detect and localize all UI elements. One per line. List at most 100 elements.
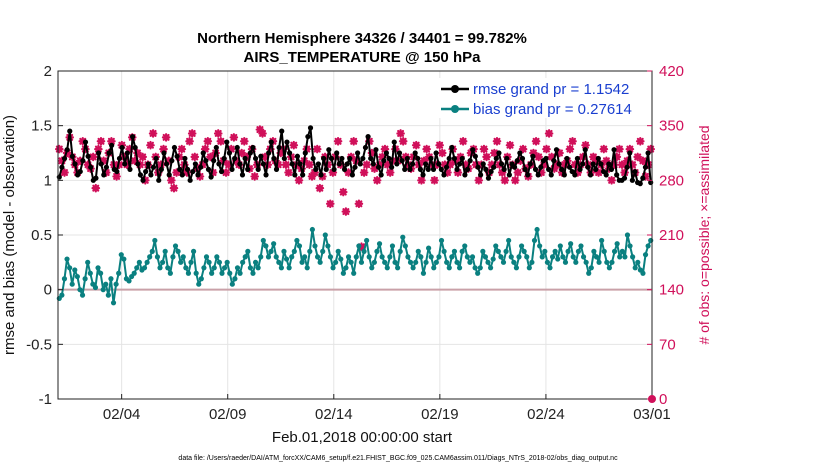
bias-point [219, 270, 225, 276]
rmse-point [404, 155, 410, 162]
rmse-point [582, 147, 588, 153]
bias-point [418, 254, 424, 260]
rmse-point [216, 161, 222, 167]
bias-point [309, 226, 315, 233]
rmse-point [281, 155, 287, 162]
bias-point [240, 259, 246, 265]
obs-marker-stroke [373, 176, 381, 184]
obs-marker-stroke [399, 137, 407, 145]
obs-count-marker [281, 160, 291, 170]
bias-point [593, 254, 600, 260]
rmse-point [389, 164, 395, 170]
obs-count-marker [638, 156, 648, 166]
bias-point [196, 281, 202, 287]
rmse-point [642, 164, 649, 170]
obs-marker-stroke [251, 172, 259, 180]
obs-count-marker [568, 136, 577, 146]
bias-point [382, 259, 388, 265]
rmse-point [344, 161, 350, 167]
rmse-point [187, 177, 193, 183]
rmse-point [370, 161, 376, 167]
bias-point [611, 248, 618, 254]
rmse-point [433, 150, 439, 156]
rmse-point [250, 144, 256, 151]
bias-point [286, 265, 292, 271]
obs-marker-stroke [222, 169, 230, 177]
bias-point [136, 259, 142, 265]
bias-point [79, 292, 86, 298]
grid-lines [58, 70, 653, 400]
obs-marker-stroke [532, 137, 540, 145]
rmse-point [357, 161, 363, 167]
bias-point [110, 300, 117, 306]
rmse-point [268, 139, 274, 145]
bias-point [206, 259, 212, 265]
rmse-point [218, 168, 225, 175]
obs-marker-stroke [344, 169, 352, 177]
obs-marker-stroke [342, 208, 350, 216]
obs-marker-stroke [360, 169, 368, 177]
rmse-point [109, 142, 115, 148]
obs-marker-stroke [113, 172, 121, 180]
bias-point [518, 243, 525, 249]
bias-point [441, 248, 447, 254]
bias-point [596, 259, 602, 265]
bias-point [583, 259, 589, 265]
bias-point [165, 265, 171, 271]
rmse-point [200, 150, 206, 156]
rmse-point [119, 144, 125, 151]
obs-marker-stroke [232, 157, 240, 165]
bias-point [185, 270, 192, 276]
obs-count-marker [385, 168, 395, 177]
bias-point [100, 287, 106, 293]
obs-count-marker [161, 133, 171, 142]
bias-point [640, 270, 646, 276]
y-axis-label: rmse and bias (model - observation) [1, 115, 18, 355]
bias-point [449, 254, 455, 260]
rmse-point [137, 172, 144, 178]
rmse-point [106, 150, 112, 156]
bias-point [617, 254, 623, 260]
rmse-point [320, 155, 327, 162]
rmse-point [381, 158, 387, 164]
obs-marker-stroke [618, 161, 626, 169]
bias-point [232, 276, 238, 282]
bias-point [477, 265, 483, 271]
obs-marker-stroke [178, 145, 186, 153]
rmse-point [150, 164, 157, 170]
obs-marker-stroke [162, 133, 170, 141]
bias-point [591, 248, 597, 254]
rmse-point [449, 144, 455, 151]
rmse-point [519, 155, 526, 162]
obs-count-marker [534, 152, 543, 162]
bias-point [379, 254, 385, 260]
obs-marker-stroke [514, 169, 522, 177]
legend-bias-label: bias grand pr = 0.27614 [473, 101, 632, 118]
observation-count-marks [55, 125, 655, 252]
obs-marker-stroke [454, 169, 462, 177]
obs-marker-stroke [501, 176, 509, 184]
rmse-point [423, 161, 429, 167]
obs-marker-stroke [305, 161, 313, 169]
rmse-point [559, 166, 565, 172]
obs-marker-stroke [204, 137, 212, 145]
axis-ticks: 02/04 02/09 02/14 02/19 02/24 03/01 -1 -0.5 0 0.5… [26, 63, 684, 423]
bias-point [61, 276, 68, 282]
obs-count-marker [617, 160, 627, 170]
bias-point [560, 254, 566, 260]
rmse-point [362, 144, 369, 151]
rmse-point [470, 147, 476, 153]
bias-point [407, 259, 414, 265]
bias-point [459, 248, 465, 254]
rmse-point [237, 161, 243, 167]
obs-marker-stroke [94, 145, 102, 153]
obs-count-marker [229, 133, 239, 142]
obs-count-marker [482, 152, 491, 162]
rmse-point [488, 168, 494, 175]
bias-point [495, 248, 501, 254]
bias-point [557, 243, 563, 249]
obs-marker-stroke [282, 161, 290, 169]
rmse-point [629, 177, 635, 183]
bias-point [500, 259, 507, 265]
rmse-point [190, 168, 196, 175]
